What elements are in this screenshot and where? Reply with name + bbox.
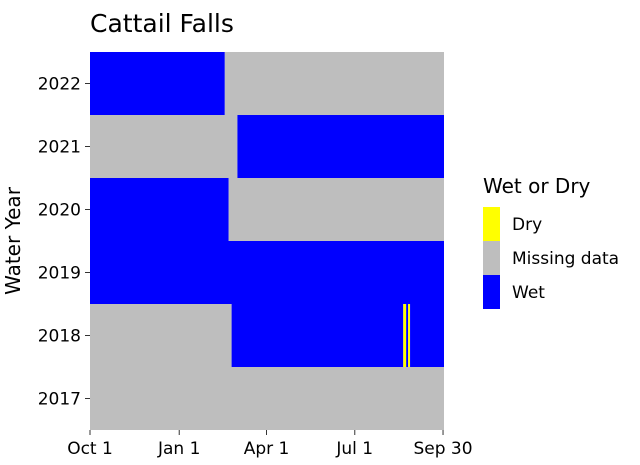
x-tick-label: Sep 30 xyxy=(413,439,472,459)
y-axis-title: Water Year xyxy=(1,186,25,295)
heatmap-segment xyxy=(90,241,444,304)
heatmap-segment xyxy=(228,178,444,241)
heatmap-segment xyxy=(90,52,225,115)
y-tick-label: 2022 xyxy=(38,75,81,95)
plot-area xyxy=(90,52,444,430)
heatmap-segment xyxy=(90,304,232,367)
heatmap-segment xyxy=(90,367,444,430)
y-tick-label: 2018 xyxy=(38,327,81,347)
legend: Wet or Dry Dry Missing data Wet xyxy=(483,174,619,309)
heatmap-segment xyxy=(237,115,444,178)
x-tick-label: Apr 1 xyxy=(244,439,290,459)
legend-label: Wet xyxy=(512,283,545,303)
y-tick-label: 2021 xyxy=(38,138,81,158)
heatmap-segment xyxy=(410,304,444,367)
legend-swatch xyxy=(483,207,500,241)
x-tick-label: Oct 1 xyxy=(67,439,113,459)
heatmap-segment xyxy=(406,304,409,367)
heatmap-segment xyxy=(224,52,444,115)
heatmap-segment xyxy=(403,304,407,367)
heatmap-segment xyxy=(408,304,411,367)
legend-swatch xyxy=(483,275,500,309)
x-tick-label: Jul 1 xyxy=(335,439,373,459)
y-axis: 2017 2018 2019 2020 2021 2022 xyxy=(38,75,90,410)
legend-title: Wet or Dry xyxy=(483,174,591,198)
legend-label: Missing data xyxy=(512,249,619,269)
x-axis: Oct 1 Jan 1 Apr 1 Jul 1 Sep 30 xyxy=(67,430,473,459)
y-tick-label: 2017 xyxy=(38,390,81,410)
chart-title: Cattail Falls xyxy=(90,9,234,38)
y-tick-label: 2020 xyxy=(38,201,81,221)
heatmap-segment xyxy=(231,304,404,367)
legend-label: Dry xyxy=(512,215,542,235)
y-tick-label: 2019 xyxy=(38,264,81,284)
heatmap-segment xyxy=(90,115,238,178)
heatmap-segment xyxy=(90,178,229,241)
x-tick-label: Jan 1 xyxy=(157,439,200,459)
legend-swatch xyxy=(483,241,500,275)
